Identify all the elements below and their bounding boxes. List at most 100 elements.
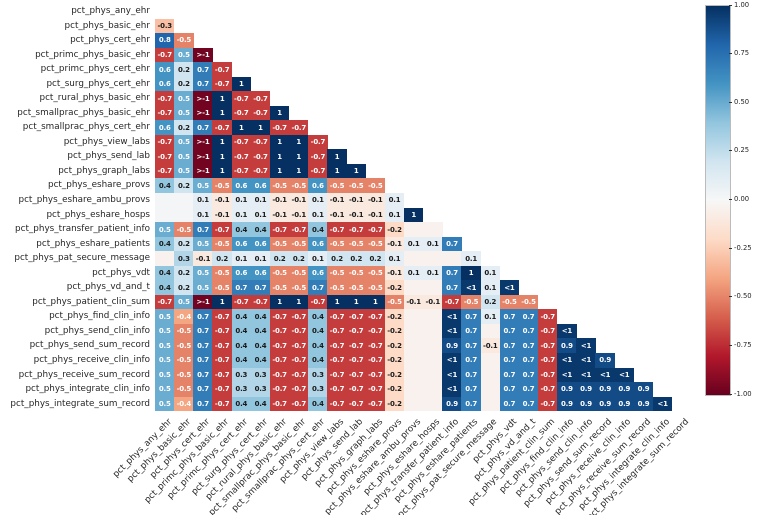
heatmap-cell-pct_phys_integrate_sum_record-vs-pct_phys_eshare_hosps	[423, 396, 443, 412]
heatmap-cell-pct_phys_integrate_clin_info-vs-pct_rural_phys_basic_ehr: -0.7	[269, 382, 290, 397]
heatmap-cell-pct_phys_receive_sum_record-vs-pct_phys_send_sum_record: <1	[595, 367, 615, 383]
heatmap-cell-pct_phys_eshare_provs-vs-pct_phys_graph_labs: -0.5	[365, 178, 386, 194]
heatmap-cell-pct_phys_eshare_hosps-vs-pct_phys_any_ehr	[155, 207, 175, 223]
heatmap-cell-pct_phys_eshare_patients-vs-pct_phys_cert_ehr: 0.5	[193, 236, 213, 252]
heatmap-cell-pct_smallprac_phys_cert_ehr-vs-pct_smallprac_phys_basic_ehr: -0.7	[289, 120, 309, 136]
heatmap-cell-pct_phys_send_clin_info-vs-pct_phys_eshare_provs: -0.2	[384, 323, 405, 339]
heatmap-cell-pct_phys_receive_sum_record-vs-pct_phys_vdt: 0.7	[499, 367, 520, 383]
heatmap-cell-pct_phys_pat_secure_message-vs-pct_phys_graph_labs: 0.2	[365, 251, 386, 266]
heatmap-cell-pct_phys_send_clin_info-vs-pct_phys_any_ehr: 0.5	[155, 323, 175, 339]
heatmap-cell-pct_phys_eshare_provs-vs-pct_primc_phys_cert_ehr: 0.6	[231, 178, 252, 194]
heatmap-cell-pct_phys_transfer_patient_info-vs-pct_phys_cert_ehr: 0.7	[193, 222, 213, 237]
row-label-pct_rural_phys_basic_ehr: pct_rural_phys_basic_ehr	[39, 93, 151, 104]
heatmap-cell-pct_phys_integrate_sum_record-vs-pct_primc_phys_cert_ehr: 0.4	[231, 396, 252, 412]
row-label-pct_phys_send_clin_info: pct_phys_send_clin_info	[44, 325, 150, 336]
heatmap-cell-pct_phys_integrate_sum_record-vs-pct_phys_view_labs: -0.7	[327, 396, 347, 412]
heatmap-cell-pct_phys_send_sum_record-vs-pct_phys_eshare_patients: 0.7	[461, 338, 481, 354]
heatmap-cell-pct_phys_receive_clin_info-vs-pct_phys_send_lab: -0.7	[346, 352, 366, 368]
colorbar-tick-label-0.50: 0.50	[734, 97, 750, 106]
heatmap-cell-pct_phys_receive_sum_record-vs-pct_primc_phys_cert_ehr: 0.3	[231, 367, 252, 383]
colorbar-tickmark	[729, 53, 732, 55]
heatmap-cell-pct_phys_patient_clin_sum-vs-pct_phys_vd_and_t: -0.5	[518, 294, 539, 310]
heatmap-cell-pct_phys_patient_clin_sum-vs-pct_phys_send_lab: 1	[346, 294, 366, 310]
heatmap-cell-pct_phys_integrate_sum_record-vs-pct_phys_transfer_patient_info: 0.9	[442, 396, 462, 412]
heatmap-cell-pct_phys_patient_clin_sum-vs-pct_phys_vdt: -0.5	[499, 294, 520, 310]
heatmap-cell-pct_phys_transfer_patient_info-vs-pct_surg_phys_cert_ehr: 0.4	[250, 222, 271, 237]
heatmap-cell-pct_phys_vdt-vs-pct_phys_transfer_patient_info: 0.7	[442, 265, 462, 281]
heatmap-cell-pct_phys_vd_and_t-vs-pct_surg_phys_cert_ehr: 0.7	[250, 280, 271, 296]
heatmap-cell-pct_phys_receive_clin_info-vs-pct_phys_cert_ehr: 0.7	[193, 352, 213, 368]
heatmap-cell-pct_phys_receive_clin_info-vs-pct_primc_phys_basic_ehr: -0.7	[212, 352, 232, 368]
heatmap-cell-pct_phys_integrate_clin_info-vs-pct_phys_patient_clin_sum: -0.7	[538, 382, 558, 397]
heatmap-cell-pct_phys_vd_and_t-vs-pct_phys_eshare_ambu_provs	[403, 280, 424, 296]
heatmap-cell-pct_phys_eshare_ambu_provs-vs-pct_phys_view_labs: -0.1	[327, 193, 347, 208]
heatmap-cell-pct_phys_send_lab-vs-pct_smallprac_phys_basic_ehr: 1	[289, 149, 309, 165]
heatmap-cell-pct_phys_receive_sum_record-vs-pct_phys_receive_clin_info: <1	[614, 367, 635, 383]
heatmap-cell-pct_phys_vd_and_t-vs-pct_smallprac_phys_basic_ehr: -0.5	[289, 280, 309, 296]
row-label-pct_phys_basic_ehr: pct_phys_basic_ehr	[64, 20, 150, 31]
heatmap-cell-pct_phys_integrate_sum_record-vs-pct_phys_find_clin_info: 0.9	[557, 396, 577, 412]
heatmap-cell-pct_phys_send_clin_info-vs-pct_phys_pat_secure_message	[480, 323, 500, 339]
heatmap-cell-pct_phys_eshare_provs-vs-pct_phys_basic_ehr: 0.2	[174, 178, 194, 194]
heatmap-cell-pct_phys_receive_clin_info-vs-pct_phys_any_ehr: 0.5	[155, 352, 175, 368]
heatmap-cell-pct_phys_receive_clin_info-vs-pct_phys_send_clin_info: <1	[576, 352, 596, 368]
heatmap-cell-pct_phys_integrate_clin_info-vs-pct_phys_receive_clin_info: 0.9	[614, 382, 635, 397]
heatmap-cell-pct_phys_find_clin_info-vs-pct_phys_vd_and_t: 0.7	[518, 309, 539, 325]
heatmap-cell-pct_phys_vdt-vs-pct_phys_eshare_hosps: 0.1	[423, 265, 443, 281]
heatmap-cell-pct_phys_eshare_ambu_provs-vs-pct_phys_cert_ehr: 0.1	[193, 193, 213, 208]
heatmap-cell-pct_phys_receive_sum_record-vs-pct_phys_send_lab: -0.7	[346, 367, 366, 383]
heatmap-cell-pct_phys_eshare_ambu_provs-vs-pct_rural_phys_basic_ehr: -0.1	[269, 193, 290, 208]
heatmap-cell-pct_phys_send_lab-vs-pct_phys_cert_ehr: >-1	[193, 149, 213, 165]
heatmap-cell-pct_phys_send_clin_info-vs-pct_rural_phys_basic_ehr: -0.7	[269, 323, 290, 339]
heatmap-cell-pct_phys_find_clin_info-vs-pct_rural_phys_basic_ehr: -0.7	[269, 309, 290, 325]
heatmap-cell-pct_phys_send_clin_info-vs-pct_phys_eshare_hosps	[423, 323, 443, 339]
heatmap-cell-pct_phys_integrate_clin_info-vs-pct_primc_phys_basic_ehr: -0.7	[212, 382, 232, 397]
heatmap-cell-pct_phys_find_clin_info-vs-pct_phys_any_ehr: 0.5	[155, 309, 175, 325]
heatmap-cell-pct_phys_integrate_sum_record-vs-pct_phys_vdt: 0.7	[499, 396, 520, 412]
heatmap-cell-pct_rural_phys_basic_ehr-vs-pct_phys_any_ehr: -0.7	[155, 91, 175, 107]
heatmap-cell-pct_smallprac_phys_basic_ehr-vs-pct_phys_cert_ehr: >-1	[193, 105, 213, 121]
heatmap-cell-pct_phys_find_clin_info-vs-pct_primc_phys_basic_ehr: -0.7	[212, 309, 232, 325]
heatmap-cell-pct_phys_integrate_clin_info-vs-pct_primc_phys_cert_ehr: 0.3	[231, 382, 252, 397]
heatmap-cell-pct_phys_integrate_clin_info-vs-pct_phys_send_lab: -0.7	[346, 382, 366, 397]
heatmap-cell-pct_phys_graph_labs-vs-pct_smallprac_phys_cert_ehr: -0.7	[308, 163, 328, 179]
heatmap-cell-pct_primc_phys_cert_ehr-vs-pct_phys_basic_ehr: 0.2	[174, 62, 194, 77]
heatmap-cell-pct_phys_send_clin_info-vs-pct_phys_eshare_patients: 0.7	[461, 323, 481, 339]
heatmap-cell-pct_phys_receive_sum_record-vs-pct_phys_eshare_ambu_provs	[403, 367, 424, 383]
heatmap-cell-pct_phys_integrate_sum_record-vs-pct_primc_phys_basic_ehr: -0.7	[212, 396, 232, 412]
heatmap-cell-pct_phys_view_labs-vs-pct_smallprac_phys_cert_ehr: -0.7	[308, 134, 328, 150]
heatmap-cell-pct_phys_eshare_provs-vs-pct_smallprac_phys_cert_ehr: 0.6	[308, 178, 328, 194]
heatmap-cell-pct_phys_view_labs-vs-pct_phys_any_ehr: -0.7	[155, 134, 175, 150]
heatmap-cell-pct_rural_phys_basic_ehr-vs-pct_surg_phys_cert_ehr: -0.7	[250, 91, 271, 107]
heatmap-cell-pct_phys_pat_secure_message-vs-pct_phys_transfer_patient_info	[442, 251, 462, 266]
heatmap-cell-pct_phys_eshare_hosps-vs-pct_primc_phys_basic_ehr: -0.1	[212, 207, 232, 223]
heatmap-cell-pct_phys_send_clin_info-vs-pct_phys_view_labs: -0.7	[327, 323, 347, 339]
heatmap-cell-pct_phys_eshare_provs-vs-pct_primc_phys_basic_ehr: -0.5	[212, 178, 232, 194]
heatmap-cell-pct_phys_integrate_sum_record-vs-pct_phys_eshare_provs: -0.2	[384, 396, 405, 412]
heatmap-cell-pct_phys_patient_clin_sum-vs-pct_surg_phys_cert_ehr: -0.7	[250, 294, 271, 310]
heatmap-cell-pct_phys_vd_and_t-vs-pct_phys_vdt: <1	[499, 280, 520, 296]
heatmap-cell-pct_phys_transfer_patient_info-vs-pct_phys_basic_ehr: -0.5	[174, 222, 194, 237]
heatmap-cell-pct_phys_send_lab-vs-pct_surg_phys_cert_ehr: -0.7	[250, 149, 271, 165]
heatmap-cell-pct_phys_receive_sum_record-vs-pct_phys_transfer_patient_info: <1	[442, 367, 462, 383]
row-label-pct_phys_eshare_ambu_provs: pct_phys_eshare_ambu_provs	[18, 195, 150, 206]
heatmap-cell-pct_primc_phys_cert_ehr-vs-pct_primc_phys_basic_ehr: -0.7	[212, 62, 232, 77]
heatmap-cell-pct_rural_phys_basic_ehr-vs-pct_phys_basic_ehr: 0.5	[174, 91, 194, 107]
heatmap-cell-pct_phys_transfer_patient_info-vs-pct_smallprac_phys_cert_ehr: 0.4	[308, 222, 328, 237]
heatmap-cell-pct_phys_send_lab-vs-pct_rural_phys_basic_ehr: 1	[269, 149, 290, 165]
heatmap-cell-pct_phys_integrate_sum_record-vs-pct_phys_eshare_ambu_provs	[403, 396, 424, 412]
heatmap-cell-pct_phys_send_lab-vs-pct_phys_basic_ehr: 0.5	[174, 149, 194, 165]
row-label-pct_phys_patient_clin_sum: pct_phys_patient_clin_sum	[32, 296, 150, 307]
heatmap-cell-pct_phys_send_sum_record-vs-pct_surg_phys_cert_ehr: 0.4	[250, 338, 271, 354]
heatmap-cell-pct_phys_pat_secure_message-vs-pct_phys_basic_ehr: 0.3	[174, 251, 194, 266]
heatmap-cell-pct_phys_send_sum_record-vs-pct_phys_graph_labs: -0.7	[365, 338, 386, 354]
row-label-pct_phys_transfer_patient_info: pct_phys_transfer_patient_info	[15, 224, 150, 235]
heatmap-cell-pct_phys_eshare_provs-vs-pct_rural_phys_basic_ehr: -0.5	[269, 178, 290, 194]
heatmap-cell-pct_phys_receive_sum_record-vs-pct_phys_eshare_patients: 0.7	[461, 367, 481, 383]
colorbar-tickmark	[729, 150, 732, 152]
heatmap-cell-pct_phys_patient_clin_sum-vs-pct_phys_eshare_hosps: -0.1	[423, 294, 443, 310]
heatmap-cell-pct_phys_receive_sum_record-vs-pct_phys_graph_labs: -0.7	[365, 367, 386, 383]
heatmap-cell-pct_phys_integrate_sum_record-vs-pct_phys_receive_sum_record: 0.9	[633, 396, 654, 412]
heatmap-cell-pct_phys_integrate_sum_record-vs-pct_phys_basic_ehr: -0.4	[174, 396, 194, 412]
heatmap-cell-pct_phys_vd_and_t-vs-pct_phys_cert_ehr: 0.5	[193, 280, 213, 296]
